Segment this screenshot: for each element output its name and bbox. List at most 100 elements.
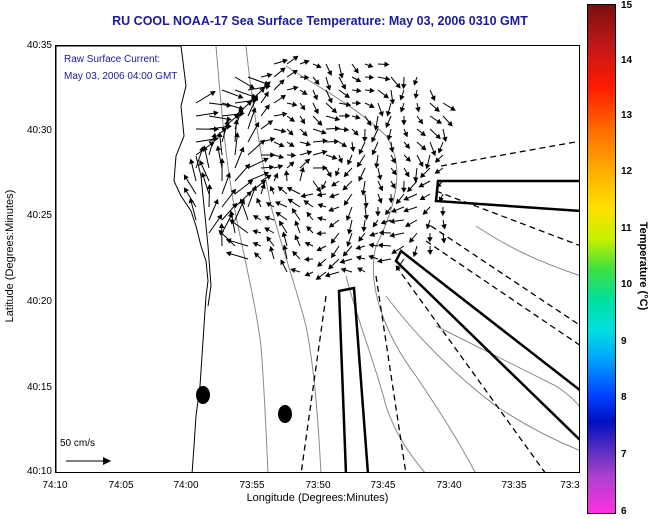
current-vector-head [300, 192, 306, 199]
current-vector-head [209, 91, 216, 97]
current-vector-head [288, 130, 294, 136]
current-vector-head [265, 81, 271, 87]
current-vector-head [413, 177, 419, 183]
current-vector-head [260, 179, 267, 186]
coastline [56, 46, 209, 472]
radar-range-lines [300, 140, 579, 472]
current-vector-head [302, 130, 308, 137]
current-vector-head [417, 118, 424, 125]
current-vector-head [269, 245, 275, 252]
current-vector-head [384, 75, 391, 82]
current-vector-head [315, 186, 322, 193]
current-vector-head [341, 83, 346, 90]
current-vector-head [246, 191, 252, 197]
current-vector-head [292, 69, 298, 75]
current-vector-head [314, 79, 320, 85]
current-vector-head [395, 265, 401, 271]
current-vector-head [282, 111, 288, 118]
current-vector-head [326, 171, 332, 178]
lon-tick-label: 74:00 [173, 480, 199, 491]
current-vector-head [420, 172, 426, 179]
current-vector-head [211, 132, 217, 139]
current-vector-head [420, 144, 427, 151]
current-vector-head [292, 250, 298, 257]
current-vector-head [226, 116, 232, 122]
current-vector-head [288, 141, 295, 147]
current-vector-head [279, 67, 286, 73]
current-vector-head [329, 193, 335, 199]
current-vector-head [389, 218, 395, 224]
current-vector-head [246, 100, 253, 107]
current-vector-head [420, 130, 426, 137]
lon-tick-label: 73:55 [239, 480, 265, 491]
temperature-colorbar [587, 4, 616, 514]
current-vector-head [337, 157, 343, 164]
current-vector-head [256, 197, 262, 204]
current-vector-head [437, 147, 443, 154]
current-vector-head [356, 87, 362, 94]
current-vector-head [442, 136, 448, 143]
current-vector-head [389, 232, 395, 238]
current-vector-head [363, 202, 369, 209]
buoy-marker [278, 405, 292, 423]
current-vector-head [344, 92, 350, 99]
current-vector-head [281, 231, 288, 238]
current-vector-head [373, 125, 380, 131]
current-vector-head [215, 145, 222, 151]
current-vector-head [288, 161, 295, 167]
current-vector-head [399, 94, 405, 101]
current-vector-head [434, 157, 441, 163]
current-vector-head [183, 174, 189, 181]
lon-tick-label: 73:40 [436, 480, 462, 491]
current-vector-head [403, 131, 409, 138]
current-vector-head [229, 219, 236, 225]
current-vector-head [376, 174, 383, 181]
current-vector-head [217, 214, 223, 220]
current-vector-head [316, 63, 322, 69]
region-outlines [337, 179, 579, 472]
current-vector-head [291, 208, 297, 214]
current-vector-head [306, 211, 312, 218]
colorbar-tick: 14 [621, 55, 633, 66]
current-vector-head [353, 67, 359, 74]
current-vector-head [231, 202, 238, 209]
current-vector-head [321, 129, 327, 135]
current-vector-head [247, 179, 254, 186]
current-vector-head [390, 183, 396, 189]
lon-tick-label: 73:3 [560, 480, 580, 491]
current-vector-head [342, 184, 349, 191]
current-vector-head [328, 206, 334, 212]
current-vector-head [427, 237, 433, 243]
current-vector-head [218, 229, 225, 236]
current-vector-head [385, 110, 392, 117]
current-vector-head [282, 58, 288, 64]
current-vector-head [441, 224, 447, 230]
current-vector-head [263, 171, 270, 177]
barrier-island [195, 155, 212, 307]
current-vector-head [404, 171, 410, 178]
current-vector-head [355, 77, 362, 83]
current-vector-head [345, 215, 352, 221]
current-vector-head [447, 120, 453, 127]
scale-arrow-head [103, 457, 111, 465]
colorbar-tick: 13 [621, 110, 633, 121]
current-vector-head [306, 225, 312, 232]
surface-current-vectors [183, 55, 456, 281]
current-vector-head [358, 175, 364, 182]
current-vector-head [253, 252, 260, 258]
current-vector-head [395, 198, 402, 205]
current-vector-head [252, 215, 259, 221]
current-vector-head [345, 113, 351, 119]
current-vector-head [357, 267, 363, 273]
current-vector-head [189, 158, 195, 165]
y-axis-label: Latitude (Degrees:Minutes) [4, 189, 16, 323]
current-vector-head [366, 120, 372, 127]
current-vector-head [389, 99, 396, 105]
current-vector-head [330, 238, 336, 244]
current-label-line1: Raw Surface Current: [64, 54, 161, 65]
current-vector-head [233, 114, 240, 120]
current-vector-head [391, 248, 398, 254]
current-vector-head [418, 161, 424, 168]
current-vector-head [438, 196, 444, 203]
current-vector-head [286, 186, 293, 192]
